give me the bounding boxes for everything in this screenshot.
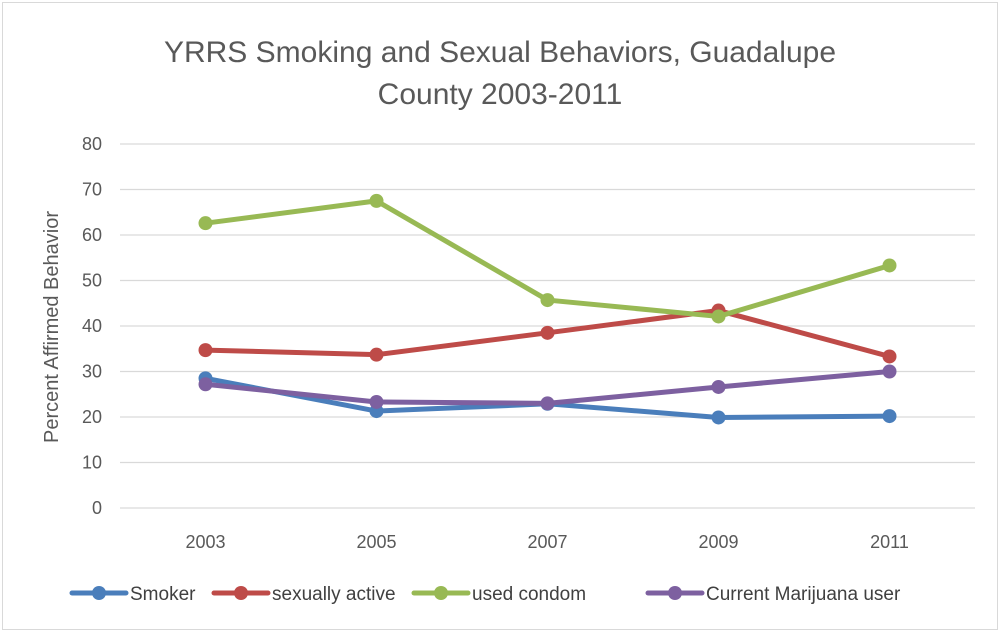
y-axis-label: Percent Affirmed Behavior [41, 211, 63, 443]
series-lines [198, 193, 897, 425]
legend-label: sexually active [272, 584, 396, 605]
data-point [198, 216, 213, 231]
series-used-condom [198, 193, 897, 324]
legend-label: used condom [472, 584, 586, 605]
y-tick-label: 20 [82, 407, 102, 427]
y-tick-label: 80 [82, 134, 102, 154]
x-tick-label: 2009 [698, 532, 738, 552]
chart-title: YRRS Smoking and Sexual Behaviors, Guada… [164, 36, 836, 111]
data-point [882, 349, 897, 364]
data-point [540, 325, 555, 340]
x-tick-label: 2007 [527, 532, 567, 552]
data-point [711, 410, 726, 425]
data-point [369, 193, 384, 208]
legend-item: Current Marijuana user [645, 584, 901, 605]
data-point [882, 409, 897, 424]
y-tick-label: 30 [82, 362, 102, 382]
data-point [711, 309, 726, 324]
data-point [198, 343, 213, 358]
series-sexually-active [198, 303, 897, 364]
data-point [711, 379, 726, 394]
y-tick-label: 70 [82, 180, 102, 200]
data-point [369, 347, 384, 362]
legend-swatch-marker [234, 586, 248, 600]
legend-swatch-marker [434, 586, 448, 600]
y-tick-label: 60 [82, 225, 102, 245]
legend-item: sexually active [211, 584, 396, 605]
legend-swatch-marker [668, 586, 682, 600]
legend-item: used condom [411, 584, 586, 605]
data-point [369, 394, 384, 409]
x-axis-ticks: 2003 2005 2007 2009 2011 [185, 532, 908, 552]
data-point [540, 396, 555, 411]
series-current-marijuana-user [198, 364, 897, 411]
legend: Smoker sexually active used condom Current … [69, 584, 901, 605]
y-tick-label: 40 [82, 316, 102, 336]
y-tick-label: 0 [92, 498, 102, 518]
chart-title-line-1: YRRS Smoking and Sexual Behaviors, Guada… [164, 36, 836, 69]
legend-label: Current Marijuana user [706, 584, 901, 605]
y-tick-label: 50 [82, 271, 102, 291]
data-point [540, 293, 555, 308]
data-point [198, 377, 213, 392]
data-point [882, 364, 897, 379]
y-axis-ticks: 0 10 20 30 40 50 60 70 80 [82, 134, 102, 518]
x-tick-label: 2005 [356, 532, 396, 552]
data-point [882, 258, 897, 273]
x-tick-label: 2011 [870, 532, 909, 552]
legend-swatch-marker [92, 586, 106, 600]
chart-title-line-2: County 2003-2011 [378, 78, 623, 111]
legend-label: Smoker [130, 584, 196, 605]
legend-item: Smoker [69, 584, 196, 605]
x-tick-label: 2003 [185, 532, 225, 552]
y-tick-label: 10 [82, 453, 102, 473]
